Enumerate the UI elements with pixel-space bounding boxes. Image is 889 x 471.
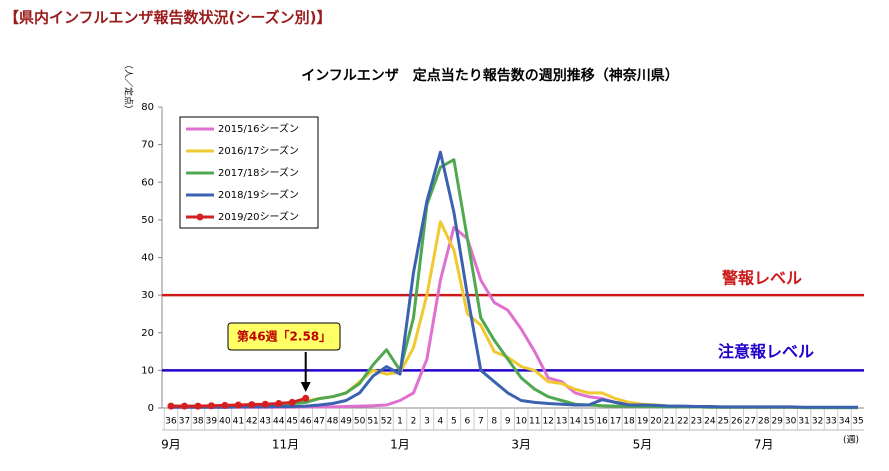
x-tick-label: 43 <box>260 417 271 427</box>
x-tick-label: 37 <box>179 417 190 427</box>
legend-label: 2018/19シーズン <box>218 188 299 201</box>
month-label: 11月 <box>272 438 299 452</box>
x-tick-label: 28 <box>758 417 770 427</box>
x-tick-label: 10 <box>516 417 528 427</box>
x-tick-label: 15 <box>583 417 594 427</box>
y-tick-label: 10 <box>141 365 154 376</box>
x-tick-label: 44 <box>273 417 285 427</box>
x-tick-label: 6 <box>464 417 470 427</box>
x-tick-label: 30 <box>785 417 797 427</box>
series-marker <box>221 401 229 409</box>
month-label: 9月 <box>161 438 181 452</box>
month-label: 3月 <box>511 438 531 452</box>
series-marker <box>248 401 256 409</box>
y-tick-label: 70 <box>141 140 154 151</box>
month-label: 5月 <box>633 438 653 452</box>
x-tick-label: 33 <box>825 417 836 427</box>
x-tick-label: 7 <box>478 417 484 427</box>
y-tick-label: 30 <box>141 290 154 301</box>
x-tick-label: 4 <box>438 417 444 427</box>
series-marker <box>275 399 283 407</box>
series-marker <box>234 401 242 409</box>
x-tick-label: 52 <box>381 417 392 427</box>
x-tick-label: 42 <box>246 417 257 427</box>
x-tick-label: 31 <box>798 417 809 427</box>
series-marker <box>207 402 215 410</box>
series-marker <box>194 402 202 410</box>
annotation-arrowhead <box>300 382 311 392</box>
x-tick-label: 23 <box>691 417 702 427</box>
x-tick-label: 21 <box>664 417 675 427</box>
annotation-text: 第46週「2.58」 <box>237 329 331 344</box>
x-tick-label: 16 <box>596 417 608 427</box>
y-tick-label: 60 <box>141 177 154 188</box>
x-tick-label: 41 <box>233 417 244 427</box>
x-tick-label: 36 <box>165 417 177 427</box>
x-tick-label: 17 <box>610 417 621 427</box>
legend-label: 2019/20シーズン <box>218 210 299 223</box>
series-marker <box>167 402 175 410</box>
x-tick-label: 8 <box>491 417 497 427</box>
x-tick-label: 29 <box>771 417 783 427</box>
series-line <box>171 220 858 410</box>
x-unit: (週) <box>843 435 859 446</box>
x-tick-label: 46 <box>300 417 312 427</box>
series-marker <box>180 402 188 410</box>
y-axis-label: （人／定点） <box>123 60 135 114</box>
threshold-label: 警報レベル <box>721 269 802 288</box>
x-tick-label: 39 <box>206 417 218 427</box>
x-tick-label: 14 <box>569 417 581 427</box>
chart-title: インフルエンザ 定点当たり報告数の週別推移（神奈川県） <box>301 67 679 84</box>
annotation-box <box>227 322 341 351</box>
month-label: 7月 <box>754 438 774 452</box>
x-tick-label: 19 <box>637 417 649 427</box>
threshold-label: 注意報レベル <box>718 342 814 361</box>
x-tick-label: 3 <box>424 417 430 427</box>
y-tick-label: 50 <box>141 215 154 226</box>
x-tick-label: 35 <box>852 417 863 427</box>
series-marker <box>302 394 310 402</box>
x-tick-label: 47 <box>313 417 324 427</box>
x-tick-label: 5 <box>451 417 457 427</box>
x-tick-label: 26 <box>731 417 743 427</box>
series-marker <box>261 400 269 408</box>
y-tick-label: 80 <box>141 102 154 113</box>
series-marker <box>288 398 296 406</box>
page-header: 【県内インフルエンザ報告数状況(シーズン別)】 <box>4 9 332 27</box>
x-tick-label: 24 <box>704 417 716 427</box>
x-tick-label: 2 <box>411 417 417 427</box>
x-tick-label: 51 <box>367 417 378 427</box>
x-tick-label: 11 <box>529 417 540 427</box>
x-tick-label: 18 <box>623 417 635 427</box>
x-tick-label: 13 <box>556 417 567 427</box>
x-tick-label: 1 <box>397 417 403 427</box>
x-tick-label: 22 <box>677 417 688 427</box>
x-tick-label: 50 <box>354 417 366 427</box>
x-tick-label: 49 <box>340 417 352 427</box>
x-tick-label: 34 <box>839 417 851 427</box>
y-tick-label: 40 <box>141 253 154 264</box>
x-tick-label: 40 <box>219 417 231 427</box>
x-tick-label: 32 <box>812 417 823 427</box>
legend-label: 2015/16シーズン <box>218 122 299 135</box>
y-tick-label: 20 <box>141 328 154 339</box>
series-line <box>171 225 858 410</box>
y-tick-label: 0 <box>148 403 154 414</box>
x-tick-label: 20 <box>650 417 662 427</box>
x-tick-label: 12 <box>542 417 553 427</box>
series-line <box>171 150 858 409</box>
x-tick-label: 27 <box>745 417 756 427</box>
x-tick-label: 25 <box>718 417 729 427</box>
x-tick-label: 38 <box>192 417 204 427</box>
legend-marker <box>196 213 204 221</box>
x-tick-label: 45 <box>287 417 298 427</box>
legend-label: 2016/17シーズン <box>218 144 299 157</box>
month-label: 1月 <box>390 438 410 452</box>
legend-label: 2017/18シーズン <box>218 166 299 179</box>
x-tick-label: 48 <box>327 417 339 427</box>
x-tick-label: 9 <box>505 417 511 427</box>
